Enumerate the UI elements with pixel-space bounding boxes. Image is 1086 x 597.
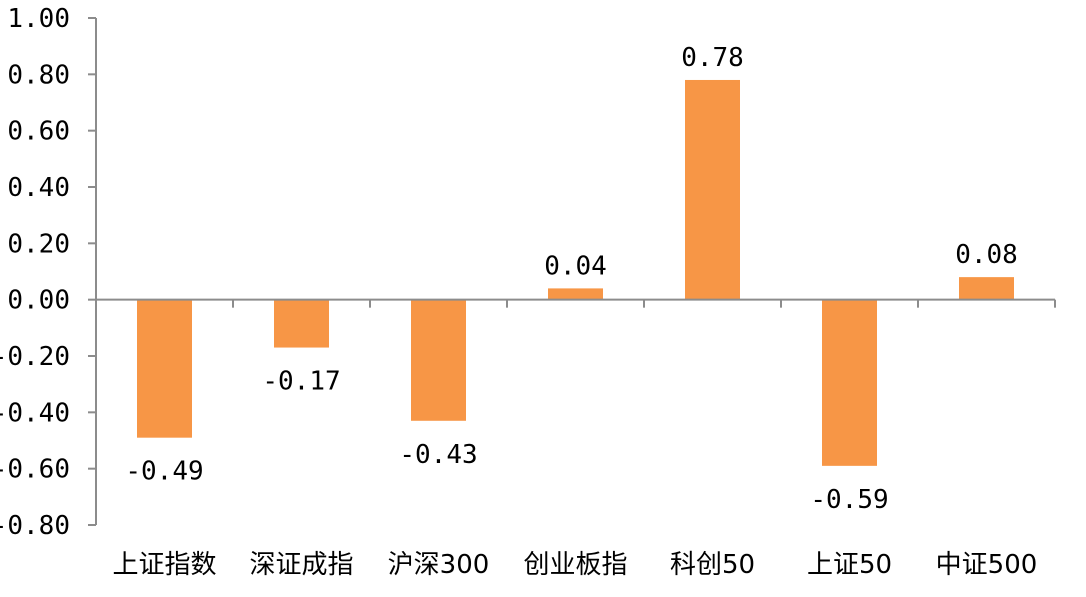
bar-value-label: 0.78	[681, 43, 744, 73]
bar-value-label: 0.04	[544, 251, 607, 281]
y-tick-label: -0.60	[0, 455, 70, 485]
data-labels: -0.49 -0.17 -0.43 0.04 0.78 -0.59 0.08	[125, 43, 1017, 515]
y-tick-label: 0.60	[7, 117, 70, 147]
x-category-label: 上证指数	[112, 550, 216, 580]
bar	[548, 288, 603, 300]
bar-value-label: -0.59	[810, 485, 888, 515]
x-category-label: 中证500	[936, 550, 1038, 580]
y-tick-label: -0.40	[0, 398, 70, 428]
bar	[137, 299, 192, 438]
bars	[137, 79, 1014, 466]
x-category-label: 沪深300	[388, 550, 490, 580]
bar-value-label: -0.49	[125, 457, 203, 487]
y-tick-label: -0.20	[0, 342, 70, 372]
bar	[411, 299, 466, 421]
bar-value-label: -0.43	[399, 440, 477, 470]
y-tick-label: 0.00	[7, 286, 70, 316]
x-category-label: 创业板指	[523, 550, 627, 580]
bar-value-label: -0.17	[262, 367, 340, 397]
bar-value-label: 0.08	[955, 240, 1018, 270]
y-tick-label: 1.00	[7, 4, 70, 34]
y-tick-label: 0.40	[7, 173, 70, 203]
x-category-label: 深证成指	[249, 550, 353, 580]
bar	[274, 299, 329, 348]
x-category-label: 上证50	[807, 550, 892, 580]
bar	[959, 277, 1014, 300]
y-tick-label: 0.20	[7, 229, 70, 259]
category-labels: 上证指数 深证成指 沪深300 创业板指 科创50 上证50 中证500	[112, 550, 1037, 580]
x-category-label: 科创50	[670, 550, 755, 580]
bar	[822, 299, 877, 466]
y-axis-ticks: 1.00 0.80 0.60 0.40 0.20 0.00 -0.20 -0.40 -0.60 -…	[0, 4, 1056, 541]
y-tick-label: -0.80	[0, 511, 70, 541]
y-tick-label: 0.80	[7, 60, 70, 90]
bar	[685, 79, 740, 300]
